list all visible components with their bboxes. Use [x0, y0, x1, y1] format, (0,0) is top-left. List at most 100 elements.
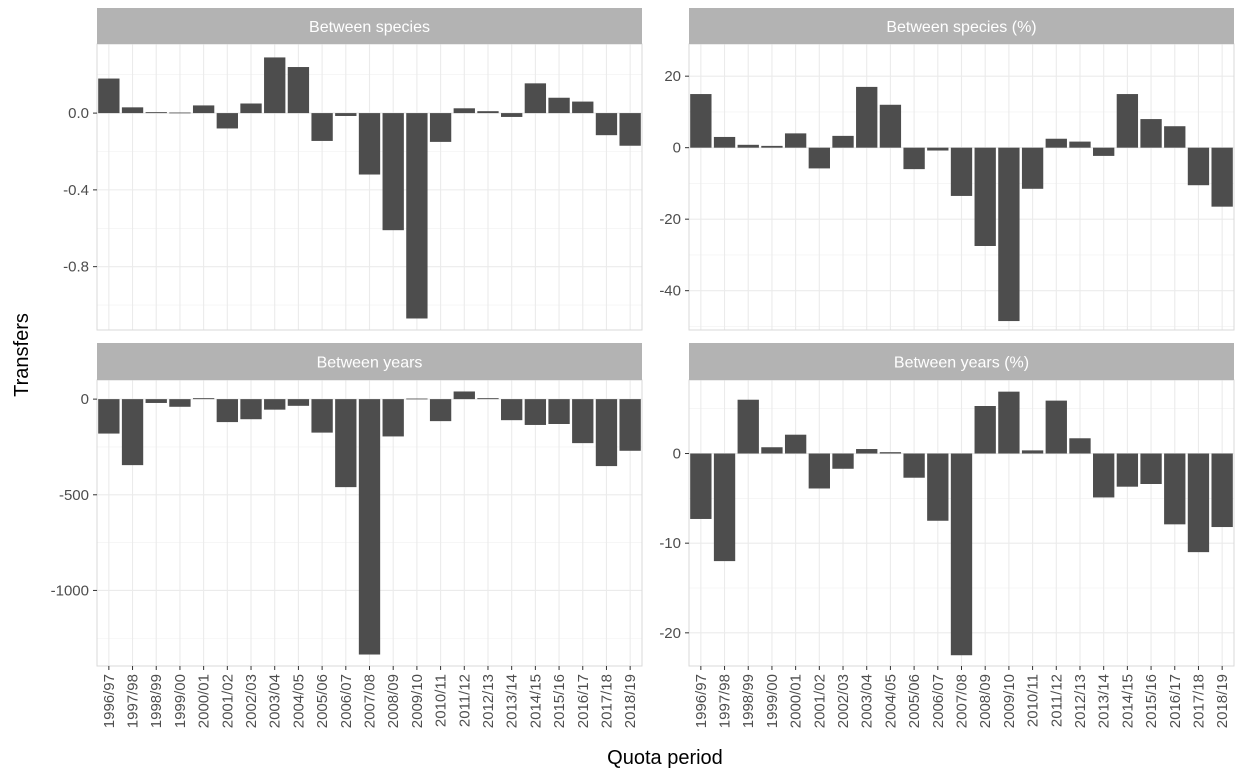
bar: [1116, 453, 1139, 487]
bar: [1069, 438, 1091, 454]
bar: [240, 399, 262, 420]
y-tick-label: -10: [659, 535, 681, 552]
bar: [453, 108, 475, 114]
bar: [903, 147, 925, 170]
x-tick-label: 2004/05: [290, 674, 307, 728]
facet-panel: Between species (%) 20 0 -20 -40: [659, 8, 1235, 331]
bar: [98, 78, 120, 114]
bar: [595, 399, 618, 467]
x-tick-label: 2002/03: [835, 674, 852, 728]
y-tick-label: -20: [659, 211, 681, 228]
bar: [287, 67, 310, 114]
bar: [998, 147, 1020, 322]
facet-strip-label: Between species: [309, 19, 430, 36]
bar: [501, 113, 523, 117]
bar: [477, 398, 499, 400]
x-tick-label: 2013/14: [504, 674, 521, 728]
bar: [927, 147, 949, 151]
x-tick-label: 2003/04: [267, 674, 284, 728]
x-tick-label: 1999/00: [764, 674, 781, 728]
y-tick-label: -1000: [51, 582, 89, 599]
x-tick-label: 2015/16: [551, 674, 568, 728]
y-tick-label: -40: [659, 283, 681, 300]
bar: [121, 107, 144, 114]
bar: [998, 391, 1020, 454]
bar: [429, 399, 452, 422]
y-tick-label: 0: [673, 140, 681, 157]
bar: [879, 104, 902, 148]
bar: [761, 145, 783, 148]
x-tick-label: 2001/02: [811, 674, 828, 728]
x-tick-label: 2017/18: [598, 674, 615, 728]
bar: [1069, 141, 1091, 148]
bar: [1211, 453, 1233, 528]
x-tick-label: 1999/00: [172, 674, 189, 728]
x-tick-label: 2009/10: [1001, 674, 1018, 728]
x-tick-label: 2005/06: [906, 674, 923, 728]
bar: [1045, 138, 1067, 148]
facet-strip: [97, 343, 642, 380]
bar: [192, 105, 215, 114]
x-tick-label: 2016/17: [1167, 674, 1184, 728]
x-tick-label: 2001/02: [219, 674, 236, 728]
bar: [808, 147, 830, 169]
bar: [1093, 453, 1115, 498]
x-tick-label: 2007/08: [954, 674, 971, 728]
bar: [927, 453, 949, 521]
y-tick-label: -0.8: [63, 259, 89, 276]
x-tick-label: 1996/97: [693, 674, 710, 728]
facet-strip-label: Between species (%): [886, 19, 1036, 36]
bar: [856, 449, 878, 454]
x-tick-label: 2010/11: [1025, 674, 1042, 727]
x-tick-label: 2017/18: [1190, 674, 1207, 728]
x-tick-label: 2011/12: [1048, 674, 1065, 727]
bar: [808, 453, 830, 489]
y-tick-label: -20: [659, 625, 681, 642]
x-tick-label: 1996/97: [101, 674, 118, 728]
bar: [879, 452, 902, 454]
y-tick-label: 0: [673, 446, 681, 463]
x-tick-label: 2008/09: [385, 674, 402, 728]
bar: [832, 135, 854, 148]
bar: [216, 113, 238, 129]
bar: [264, 57, 286, 114]
bar: [784, 434, 807, 454]
bar: [335, 399, 357, 488]
bar: [690, 94, 712, 148]
facet-panel: Between years 0 -500 -1000 1996/97 1997/98 199…: [51, 343, 643, 728]
bar: [1187, 453, 1210, 553]
bar: [1140, 119, 1162, 148]
bar: [832, 453, 854, 469]
x-tick-label: 2006/07: [338, 674, 355, 728]
x-tick-label: 2008/09: [977, 674, 994, 728]
bar: [382, 399, 404, 437]
bar: [358, 399, 381, 655]
x-tick-label: 2010/11: [433, 674, 450, 727]
bar: [950, 453, 973, 656]
facet-panel: Between species 0.0 -0.4 -0.8: [63, 8, 643, 331]
x-tick-label: 2003/04: [859, 674, 876, 728]
facet-strip-label: Between years (%): [894, 355, 1029, 372]
bar: [1187, 147, 1210, 186]
y-tick-label: 20: [664, 68, 681, 85]
bar: [1021, 147, 1044, 189]
bar: [358, 113, 381, 175]
bar: [548, 97, 570, 114]
bar: [311, 113, 333, 141]
x-tick-label: 2012/13: [1072, 674, 1089, 728]
bar: [311, 399, 333, 433]
facet-strip: [97, 8, 642, 44]
bar: [1021, 450, 1044, 454]
bar: [216, 399, 238, 423]
x-tick-label: 1997/98: [717, 674, 734, 728]
x-tick-label: 2004/05: [882, 674, 899, 728]
bar: [713, 136, 736, 148]
bar: [1211, 147, 1233, 207]
x-tick-label: 2005/06: [314, 674, 331, 728]
bar: [784, 133, 807, 148]
y-tick-label: 0: [81, 391, 89, 408]
bar: [737, 399, 759, 454]
bar: [501, 399, 523, 421]
bar: [856, 86, 878, 148]
facet-strip: [689, 343, 1234, 380]
